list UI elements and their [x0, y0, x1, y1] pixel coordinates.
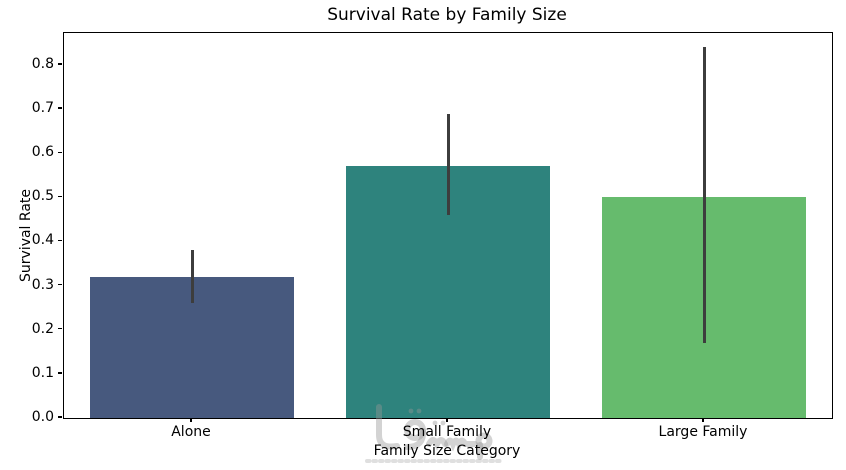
x-tick-mark [446, 418, 448, 422]
y-tick-mark [58, 416, 62, 418]
y-tick-label: 0.1 [31, 364, 54, 381]
y-tick-label: 0.6 [31, 144, 54, 161]
x-tick-mark [190, 418, 192, 422]
x-tick-label-alone: Alone [171, 424, 211, 440]
y-axis-label-text: Survival Rate [18, 189, 34, 282]
y-tick-label: 0.5 [31, 188, 54, 205]
y-tick-mark [58, 239, 62, 242]
y-tick-mark [58, 283, 62, 286]
y-tick-label: 0.4 [31, 232, 54, 249]
bars-layer [64, 33, 832, 418]
x-tick-label-large-family: Large Family [658, 424, 748, 440]
x-tick-mark [702, 418, 704, 422]
y-tick-label: 0.2 [31, 320, 54, 337]
y-tick-mark [58, 107, 62, 109]
y-tick-label: 0.8 [31, 55, 54, 72]
y-tick-mark [58, 63, 62, 65]
y-tick-mark [58, 372, 62, 374]
y-tick-label: 0.0 [31, 409, 54, 425]
y-tick-label: 0.7 [31, 100, 54, 117]
y-tick-mark [58, 195, 62, 198]
error-bar-large-family [702, 47, 706, 343]
x-axis-label: Family Size Category [373, 443, 521, 459]
y-tick-mark [58, 151, 62, 153]
y-tick-mark [58, 328, 62, 330]
plot-area [63, 32, 833, 419]
error-bar-small-family [446, 113, 450, 215]
error-bar-alone [190, 250, 194, 304]
y-tick-label: 0.3 [31, 276, 54, 293]
x-tick-label-small-family: Small Family [402, 424, 492, 440]
chart-title: Survival Rate by Family Size [327, 5, 567, 25]
